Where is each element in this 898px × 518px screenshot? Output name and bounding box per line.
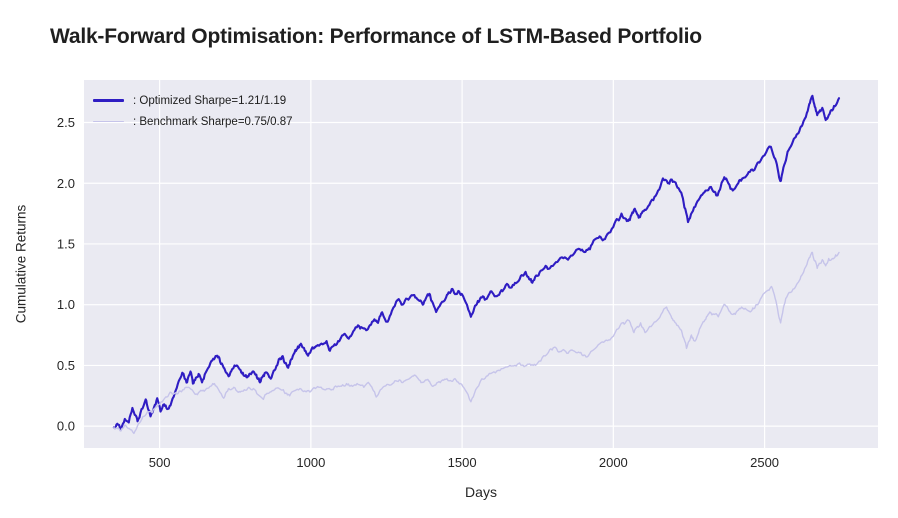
chart-title: Walk-Forward Optimisation: Performance o… [50, 25, 702, 48]
y-tick-0.5: 0.5 [57, 358, 75, 373]
series-line-benchmark [113, 251, 840, 435]
y-tick-2.5: 2.5 [57, 115, 75, 130]
legend-item-optimized: : Optimized Sharpe=1.21/1.19 [93, 90, 293, 111]
series-line-optimized [112, 94, 841, 431]
benchmark-line-swatch [93, 120, 124, 123]
x-axis-label: Days [465, 484, 497, 500]
legend: : Optimized Sharpe=1.21/1.19 : Benchmark… [93, 90, 293, 132]
y-axis-label: Cumulative Returns [13, 204, 29, 324]
optimized-line-swatch [93, 99, 124, 102]
x-tick-1500: 1500 [448, 455, 477, 470]
x-tick-1000: 1000 [296, 455, 325, 470]
x-tick-500: 500 [149, 455, 171, 470]
y-tick-1.5: 1.5 [57, 237, 75, 252]
y-tick-1.0: 1.0 [57, 297, 75, 312]
plot-background [84, 80, 878, 448]
legend-label-optimized: : Optimized Sharpe=1.21/1.19 [133, 94, 287, 107]
x-tick-2000: 2000 [599, 455, 628, 470]
y-tick-0.0: 0.0 [57, 419, 75, 434]
y-tick-2.0: 2.0 [57, 176, 75, 191]
x-tick-2500: 2500 [750, 455, 779, 470]
legend-item-benchmark: : Benchmark Sharpe=0.75/0.87 [93, 111, 293, 132]
legend-label-benchmark: : Benchmark Sharpe=0.75/0.87 [133, 115, 293, 128]
